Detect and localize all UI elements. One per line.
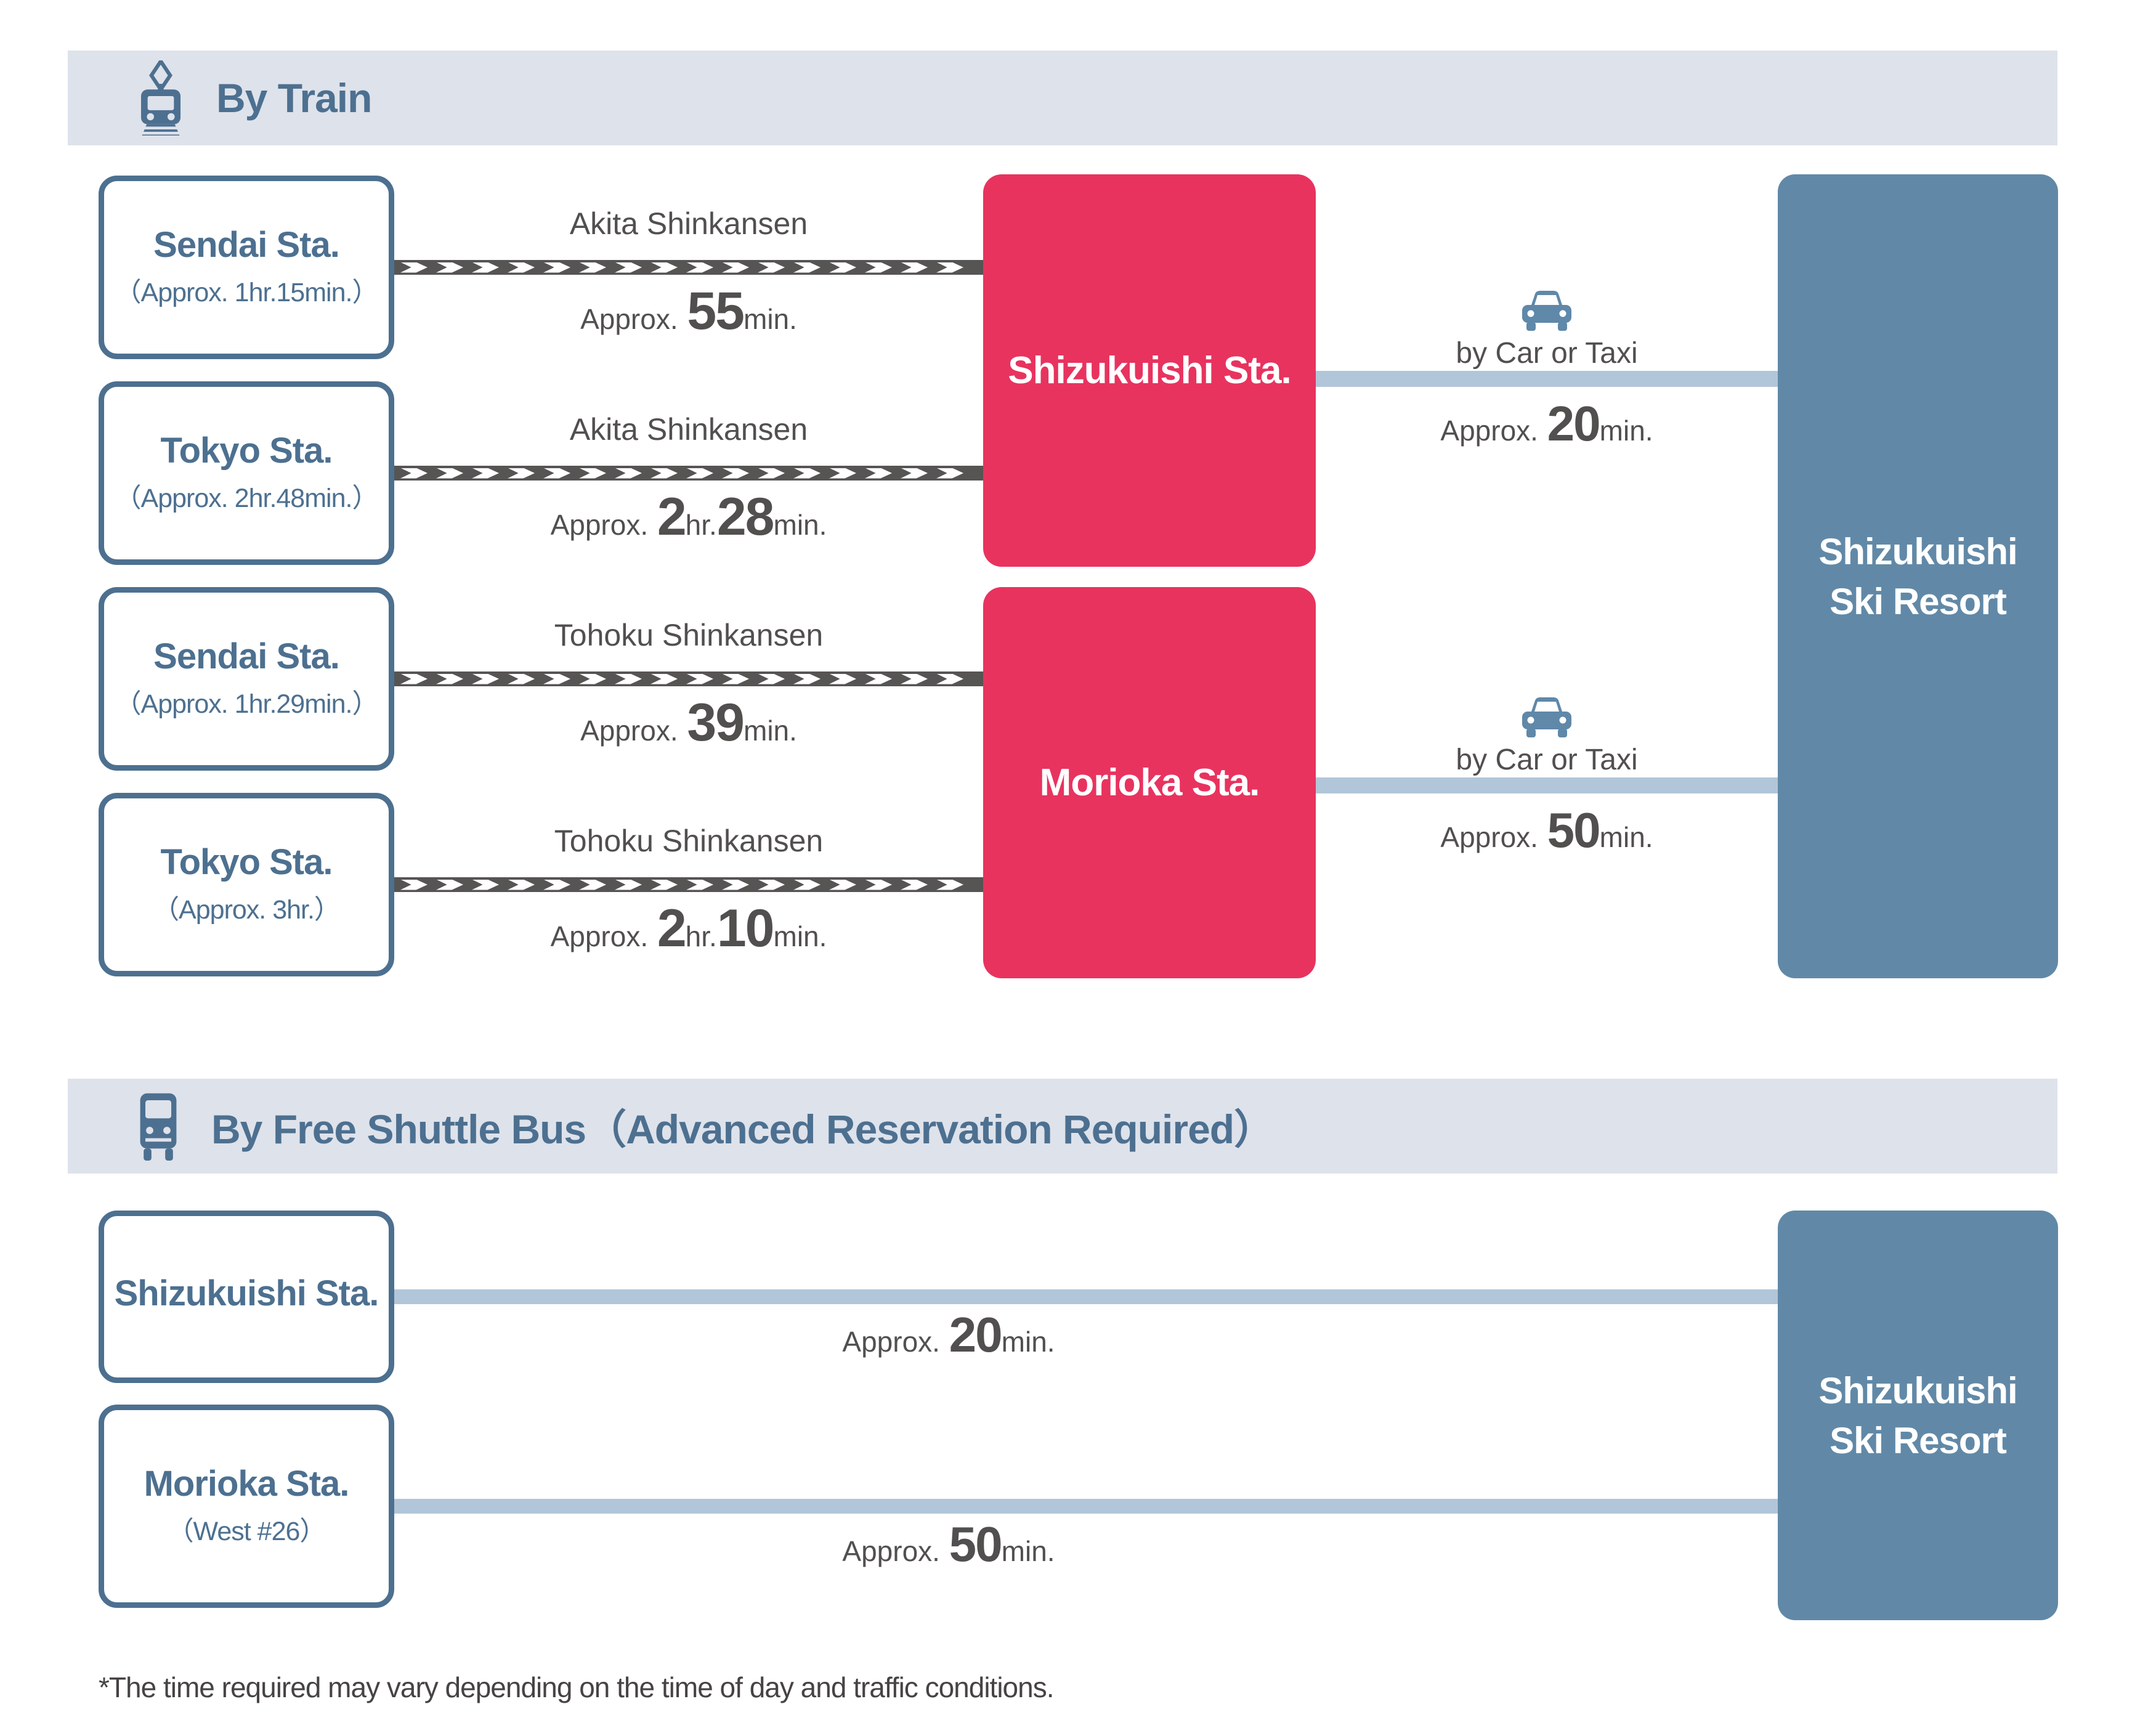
car-route-line [1316,371,1778,387]
hub-station-card: Shizukuishi Sta. [983,174,1316,567]
bus-section-header: By Free Shuttle Bus（Advanced Reservation… [68,1079,2057,1174]
route-line-name: Tohoku Shinkansen [554,618,824,652]
route-line-name: Akita Shinkansen [569,412,808,447]
section-title-bus: By Free Shuttle Bus（Advanced Reservation… [211,1106,1275,1152]
origin-station-card: Tokyo Sta. （Approx. 2hr.48min.） [99,381,394,565]
station-travel-note: （Approx. 1hr.29min.） [115,689,379,719]
car-icon [1316,695,1778,739]
time-prefix: Approx. [842,1535,940,1567]
time-prefix: Approx. [580,715,678,747]
route-time: Approx. 39 min. [394,696,983,749]
shinkansen-route-line [394,466,983,481]
time-prefix: Approx. [550,509,649,541]
footnote: *The time required may vary depending on… [99,1671,1055,1703]
bus-route-line [394,1289,1778,1304]
origin-station-card: Tokyo Sta. （Approx. 3hr.） [99,793,394,976]
time-prefix: Approx. [842,1326,940,1358]
route-line-name: Tohoku Shinkansen [554,824,824,858]
route-time: Approx. 55 min. [394,285,983,338]
station-travel-note: （Approx. 1hr.15min.） [115,277,379,307]
time-unit: min. [744,303,797,335]
station-name: Shizukuishi Sta. [114,1273,379,1314]
time-prefix: Approx. [550,920,649,952]
bus-origin-station-card: Morioka Sta. （West #26） [99,1405,394,1608]
station-name: Sendai Sta. [153,225,340,266]
time-value: 50 [949,1517,1003,1572]
station-name: Morioka Sta. [144,1464,350,1504]
station-name: Sendai Sta. [153,636,340,677]
car-icon [1316,288,1778,333]
time-prefix: Approx. [1440,415,1538,447]
time-value: 20 [949,1307,1003,1362]
time-unit: min. [1001,1326,1055,1358]
train-icon [132,60,189,136]
bus-route-time: Approx. 20 min. [394,1310,1503,1360]
car-transfer-time: Approx. 20 min. [1316,399,1778,448]
time-value: 55 [687,282,745,341]
time-value: 10 [716,899,775,958]
resort-name-line1: Shizukuishi [1818,530,2017,572]
bus-route-time: Approx. 50 min. [394,1520,1503,1569]
car-transfer-time: Approx. 50 min. [1316,806,1778,855]
resort-name-line2: Ski Resort [1830,1419,2007,1461]
route-line-name: Akita Shinkansen [569,206,808,241]
time-value: 2 [657,899,687,958]
shinkansen-route-line [394,260,983,275]
time-value: 28 [716,487,775,546]
resort-name-line2: Ski Resort [1830,580,2007,622]
station-travel-note: （West #26） [167,1516,326,1546]
origin-station-card: Sendai Sta. （Approx. 1hr.15min.） [99,176,394,359]
time-prefix: Approx. [1440,821,1538,853]
time-unit: min. [1599,415,1653,447]
resort-name-line1: Shizukuishi [1818,1369,2017,1411]
time-unit: min. [1599,821,1653,853]
hub-station-card: Morioka Sta. [983,587,1316,978]
time-unit: min. [773,509,827,541]
car-route-line [1316,777,1778,793]
station-name: Tokyo Sta. [160,431,333,471]
bus-origin-station-card: Shizukuishi Sta. [99,1211,394,1383]
section-title-train: By Train [216,75,372,121]
station-travel-note: （Approx. 2hr.48min.） [115,483,379,513]
car-transfer-label: by Car or Taxi [1456,744,1638,776]
time-unit: min. [744,715,797,747]
time-value: 20 [1547,396,1601,451]
shinkansen-route-line [394,671,983,686]
time-value: 2 [657,487,687,546]
bus-icon [132,1090,184,1162]
time-unit: min. [773,920,827,952]
time-unit: hr. [685,509,717,541]
time-unit: hr. [685,920,717,952]
time-unit: min. [1001,1535,1055,1567]
hub-station-name: Morioka Sta. [1039,761,1260,804]
time-value: 39 [687,693,745,752]
time-value: 50 [1547,803,1601,858]
time-prefix: Approx. [580,303,678,335]
train-section-header: By Train [68,51,2057,145]
station-travel-note: （Approx. 3hr.） [153,894,341,925]
ski-resort-card: Shizukuishi Ski Resort [1778,174,2058,978]
car-transfer-label: by Car or Taxi [1456,337,1638,370]
route-time: Approx. 2 hr. 10 min. [394,902,983,955]
bus-route-line [394,1499,1778,1514]
origin-station-card: Sendai Sta. （Approx. 1hr.29min.） [99,587,394,771]
ski-resort-card: Shizukuishi Ski Resort [1778,1211,2058,1620]
route-time: Approx. 2 hr. 28 min. [394,490,983,543]
hub-station-name: Shizukuishi Sta. [1008,349,1291,392]
station-name: Tokyo Sta. [160,842,333,883]
shinkansen-route-line [394,877,983,892]
